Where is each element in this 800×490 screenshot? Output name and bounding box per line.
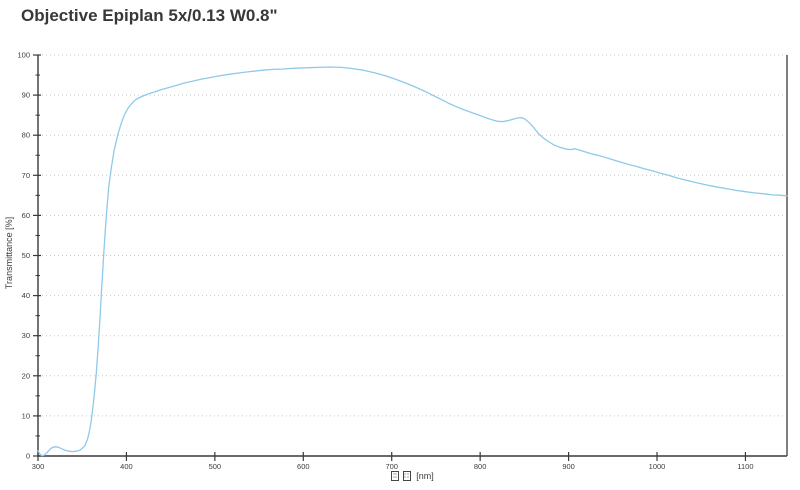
- y-tick-label: 20: [22, 371, 30, 380]
- x-tick-label: 1100: [737, 462, 753, 471]
- chart-title: Objective Epiplan 5x/0.13 W0.8": [21, 6, 278, 25]
- x-tick-label: 900: [562, 462, 575, 471]
- missing-glyph-icon: [402, 470, 411, 481]
- y-tick-label: 50: [22, 251, 30, 260]
- x-tick-label: 800: [474, 462, 487, 471]
- y-tick-label: 100: [17, 51, 30, 60]
- y-tick-label: 90: [22, 91, 30, 100]
- missing-glyph-icon: [391, 470, 400, 481]
- x-tick-label: 1000: [649, 462, 666, 471]
- x-tick-label: 500: [209, 462, 222, 471]
- y-tick-label: 30: [22, 331, 30, 340]
- y-tick-label: 80: [22, 131, 30, 140]
- x-tick-label: 400: [120, 462, 133, 471]
- x-tick-label: 700: [385, 462, 398, 471]
- y-tick-label: 10: [22, 411, 30, 420]
- y-tick-label: 60: [22, 211, 30, 220]
- x-axis-label: [nm]: [0, 470, 800, 481]
- y-tick-label: 0: [26, 452, 30, 461]
- x-tick-label: 600: [297, 462, 310, 471]
- transmittance-curve: [37, 66, 788, 457]
- x-axis-unit: [nm]: [416, 470, 434, 481]
- y-tick-label: 40: [22, 291, 30, 300]
- x-tick-label: 300: [32, 462, 45, 471]
- y-tick-label: 70: [22, 171, 30, 180]
